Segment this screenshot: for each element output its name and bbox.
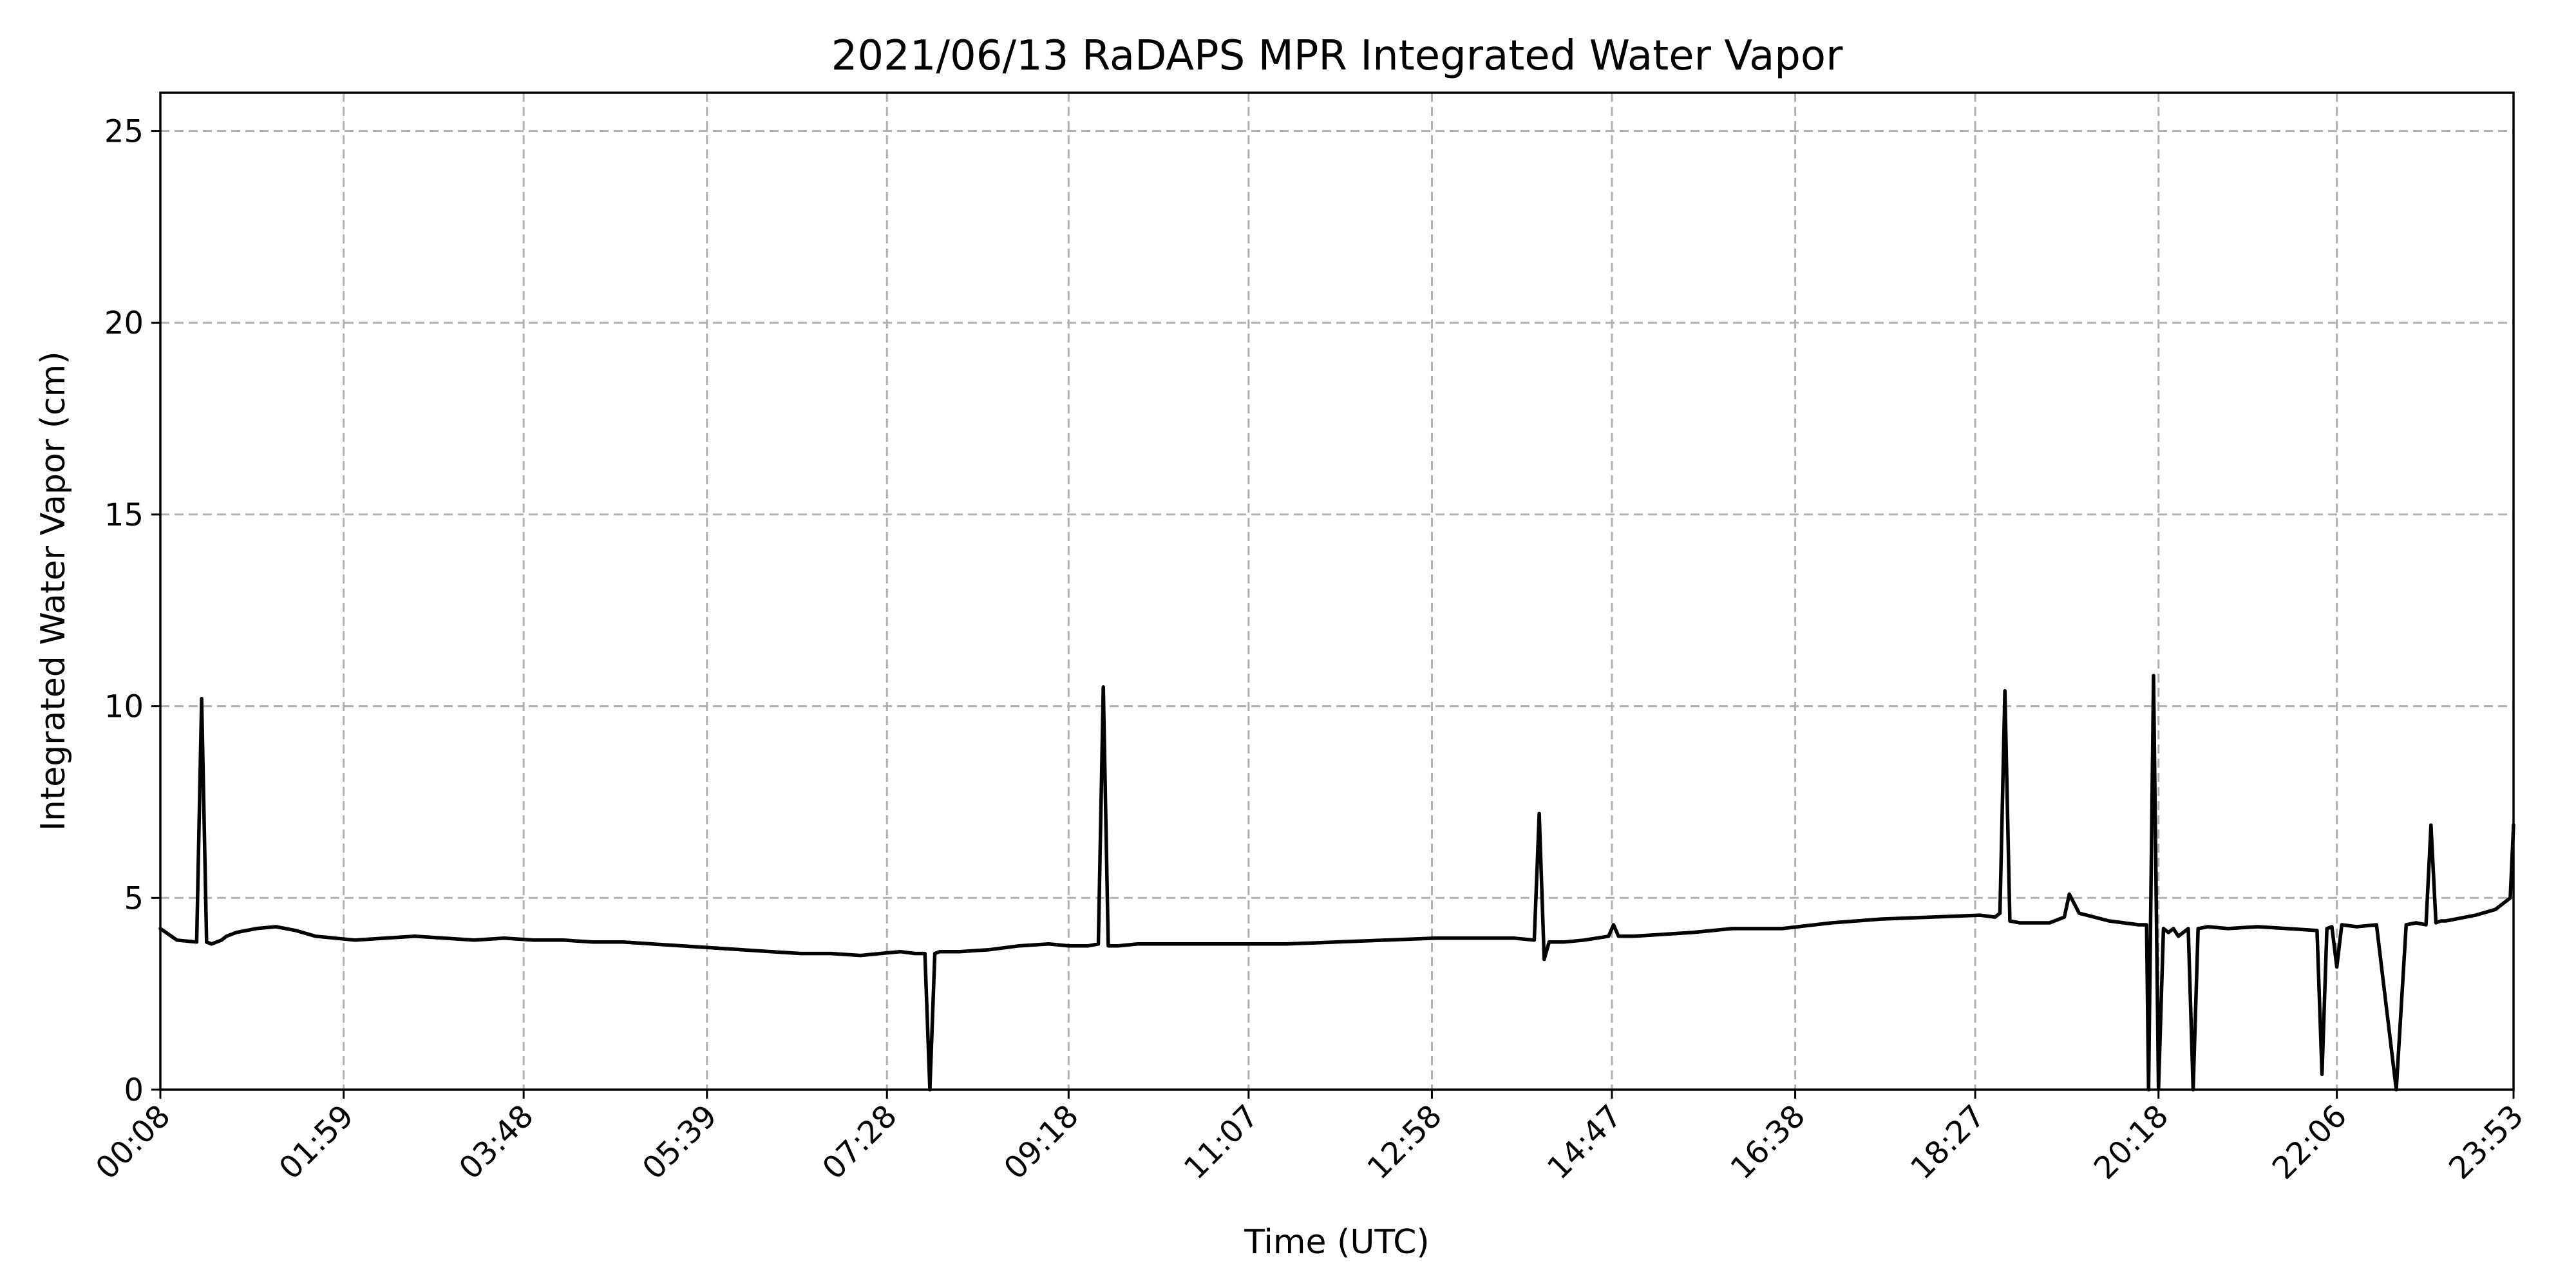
series-line-iwv — [158, 674, 2515, 1092]
series-layer — [158, 674, 2515, 1092]
y-tick-label: 20 — [104, 305, 144, 341]
y-tick-label: 25 — [104, 114, 144, 150]
tick-layer: 00:08 01:59 03:48 05:39 07:28 09:18 11:07 12:58… — [89, 114, 2530, 1187]
x-tick-label: 23:53 — [2442, 1098, 2530, 1186]
x-tick-label: 16:38 — [1724, 1098, 1812, 1186]
x-tick-label: 05:39 — [636, 1098, 724, 1186]
y-tick-label: 15 — [104, 497, 144, 533]
x-tick-label: 22:06 — [2266, 1098, 2354, 1186]
plot-frame — [159, 91, 2515, 1091]
x-tick-label: 00:08 — [89, 1098, 177, 1186]
x-tick-label: 09:18 — [997, 1098, 1085, 1186]
y-tick-label: 5 — [124, 880, 144, 916]
x-tick-label: 11:07 — [1177, 1098, 1265, 1186]
x-tick-label: 20:18 — [2087, 1098, 2175, 1186]
x-tick-label: 18:27 — [1904, 1098, 1992, 1186]
x-tick-label: 03:48 — [452, 1098, 540, 1186]
x-axis-label: Time (UTC) — [1244, 1223, 1429, 1262]
x-tick-label: 12:58 — [1361, 1098, 1449, 1186]
x-tick-label: 01:59 — [272, 1098, 361, 1186]
y-axis-label: Integrated Water Vapor (cm) — [34, 351, 73, 831]
grid-layer — [159, 93, 2515, 1090]
y-tick-label: 0 — [124, 1072, 144, 1108]
y-tick-label: 10 — [104, 689, 144, 725]
chart-title: 2021/06/13 RaDAPS MPR Integrated Water V… — [831, 32, 1843, 80]
x-tick-label: 14:47 — [1540, 1098, 1629, 1186]
x-tick-label: 07:28 — [815, 1098, 904, 1186]
